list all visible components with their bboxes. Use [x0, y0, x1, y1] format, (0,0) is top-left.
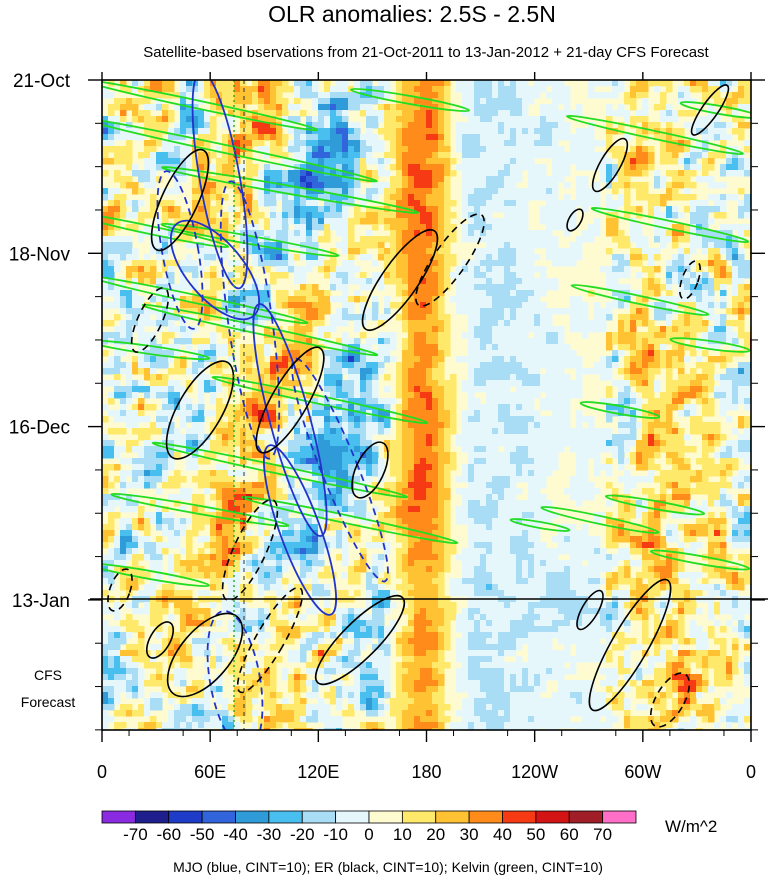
colorbar-label: 40	[493, 825, 512, 844]
x-tick-label: 60E	[194, 762, 226, 782]
plot-area	[90, 79, 768, 731]
colorbar-label: 20	[426, 825, 445, 844]
colorbar: -70 -60 -50 -40 -30 -20 -10 0 10 20 30 40 50 60 70	[101, 810, 637, 844]
colorbar-swatch	[101, 810, 136, 824]
colorbar-swatch	[134, 810, 170, 824]
colorbar-swatch	[435, 810, 470, 824]
colorbar-swatch	[468, 810, 503, 824]
x-axis: 0 60E 120E 180 120W 60W 0	[97, 72, 756, 782]
chart-title: OLR anomalies: 2.5S - 2.5N	[268, 1, 556, 27]
chart-footer: MJO (blue, CINT=10); ER (black, CINT=10)…	[173, 859, 603, 875]
colorbar-swatch	[268, 810, 303, 824]
x-tick-label: 120E	[297, 762, 339, 782]
x-tick-label: 60W	[624, 762, 661, 782]
x-tick-label: 180	[411, 762, 441, 782]
colorbar-label: -20	[290, 825, 315, 844]
colorbar-swatch	[235, 810, 270, 824]
colorbar-label: 50	[526, 825, 545, 844]
colorbar-label: -10	[323, 825, 348, 844]
colorbar-swatch	[568, 810, 604, 824]
colorbar-swatch	[502, 810, 537, 824]
y-tick-label: 18-Nov	[9, 244, 71, 265]
chart-subtitle: Satellite-based bservations from 21-Oct-…	[143, 44, 709, 61]
y-axis: 21-Oct 18-Nov 16-Dec 13-Jan	[9, 71, 765, 731]
x-tick-label: 0	[97, 762, 107, 782]
colorbar-units: W/m^2	[665, 817, 717, 836]
colorbar-swatch	[401, 810, 437, 824]
forecast-label-line2: Forecast	[21, 694, 76, 710]
wave-contours	[102, 80, 751, 730]
colorbar-label: 10	[393, 825, 412, 844]
colorbar-label: -30	[257, 825, 282, 844]
colorbar-label: -50	[190, 825, 215, 844]
colorbar-swatch	[368, 810, 403, 824]
colorbar-label: 70	[593, 825, 612, 844]
colorbar-label: -60	[156, 825, 181, 844]
colorbar-label: -40	[223, 825, 248, 844]
y-tick-label: 13-Jan	[12, 591, 70, 612]
y-tick-label: 21-Oct	[13, 71, 71, 92]
colorbar-swatch	[168, 810, 203, 824]
x-tick-label: 120W	[511, 762, 558, 782]
colorbar-label: -70	[123, 825, 148, 844]
colorbar-label: 0	[364, 825, 373, 844]
y-tick-label: 16-Dec	[9, 418, 70, 439]
x-tick-label: 0	[746, 762, 756, 782]
colorbar-label: 30	[460, 825, 479, 844]
colorbar-swatch	[301, 810, 337, 824]
colorbar-label: 60	[560, 825, 579, 844]
forecast-label-line1: CFS	[34, 667, 62, 683]
colorbar-swatch	[535, 810, 570, 824]
colorbar-swatch	[602, 810, 637, 824]
colorbar-swatch	[201, 810, 236, 824]
colorbar-swatch	[335, 810, 370, 824]
